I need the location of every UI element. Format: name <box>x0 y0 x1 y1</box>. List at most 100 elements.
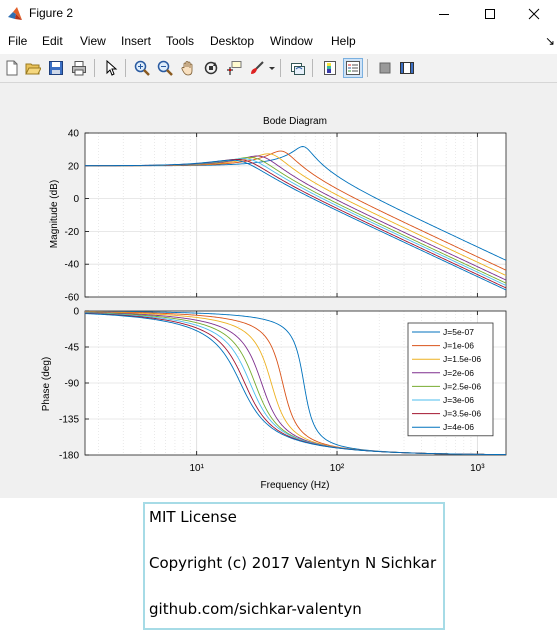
chevron-down-icon <box>269 67 275 70</box>
magnitude-axis-label: Magnitude (dB) <box>49 180 60 248</box>
insert-colorbar-button[interactable] <box>320 58 340 78</box>
license-title: MIT License <box>149 508 237 526</box>
legend-entry-label: J=5e-07 <box>443 327 474 337</box>
link-plot-icon <box>291 63 305 75</box>
legend-entry-label: J=1e-06 <box>443 341 474 351</box>
x-tick-label: 10¹ <box>189 463 204 474</box>
close-button[interactable] <box>511 0 557 28</box>
phase-axis-label: Phase (deg) <box>41 357 52 411</box>
toolbar-separator <box>94 59 95 77</box>
data-cursor-icon <box>227 61 242 75</box>
menu-help[interactable]: Help <box>331 34 356 48</box>
magnitude-series-line <box>85 159 506 291</box>
new-figure-icon <box>6 60 18 76</box>
phase-y-tick-label: 0 <box>73 307 79 318</box>
zoom-out-button[interactable] <box>155 58 175 78</box>
menu-view[interactable]: View <box>80 34 106 48</box>
legend-entry-label: J=1.5e-06 <box>443 354 481 364</box>
menu-file[interactable]: File <box>8 34 28 48</box>
menu-window[interactable]: Window <box>270 34 313 48</box>
magnitude-curves <box>85 146 506 291</box>
bode-chart[interactable]: Bode Diagram 40 20 0 -20 -40 -60 0 -45 -90 -135 -… <box>0 83 557 498</box>
license-panel: MIT License Copyright (c) 2017 Valentyn … <box>143 502 445 630</box>
insert-legend-button[interactable] <box>343 58 363 78</box>
pointer-icon <box>106 60 118 76</box>
window-title: Figure 2 <box>29 6 74 20</box>
print-button[interactable] <box>69 58 89 78</box>
menu-edit[interactable]: Edit <box>42 34 63 48</box>
magnitude-y-tick-label: 40 <box>68 129 80 140</box>
hide-plot-tools-icon <box>379 62 391 74</box>
hide-plot-tools-button[interactable] <box>375 58 395 78</box>
menu-desktop[interactable]: Desktop <box>210 34 255 48</box>
legend-entry-label: J=4e-06 <box>443 422 474 432</box>
license-url: github.com/sichkar-valentyn <box>149 600 362 618</box>
x-axis-label: Frequency (Hz) <box>261 480 330 491</box>
license-copyright: Copyright (c) 2017 Valentyn N Sichkar <box>149 554 437 572</box>
new-figure-button[interactable] <box>2 58 22 78</box>
show-plot-tools-button[interactable] <box>397 58 417 78</box>
phase-axes-frame <box>84 310 507 456</box>
magnitude-y-tick-label: 20 <box>68 161 80 172</box>
menu-bar: File Edit View Insert Tools Desktop Wind… <box>0 30 557 52</box>
magnitude-axes: 40 20 0 -20 -40 -60 <box>65 129 507 304</box>
pan-hand-icon <box>181 61 193 76</box>
phase-y-tick-label: -45 <box>65 343 80 354</box>
menu-overflow-arrow-icon[interactable]: ↘ <box>544 34 555 48</box>
pan-button[interactable] <box>178 58 198 78</box>
phase-curves <box>85 311 506 455</box>
brush-dropdown-button[interactable] <box>262 58 282 78</box>
maximize-button[interactable] <box>467 0 513 28</box>
pointer-button[interactable] <box>101 58 121 78</box>
save-button[interactable] <box>46 58 66 78</box>
matlab-logo-icon <box>8 7 22 20</box>
legend-icon <box>346 61 360 75</box>
link-plot-button[interactable] <box>288 58 308 78</box>
figure-toolbar <box>0 54 557 83</box>
toolbar-separator <box>367 59 368 77</box>
legend-box <box>407 322 494 437</box>
save-icon <box>49 61 63 75</box>
open-file-icon <box>25 63 41 75</box>
legend-entry-label: J=3.5e-06 <box>443 409 481 419</box>
rotate-3d-icon <box>204 61 218 75</box>
brush-icon <box>251 61 264 74</box>
zoom-in-button[interactable] <box>132 58 152 78</box>
title-bar: Figure 2 <box>0 0 557 28</box>
figure-canvas: Bode Diagram 40 20 0 -20 -40 -60 0 -45 -90 -135 -… <box>0 83 557 498</box>
chart-legend[interactable]: J=5e-07 J=1e-06 J=1.5e-06 J=2e-06 J=2.5e-06 J… <box>407 322 494 437</box>
magnitude-y-tick-label: -60 <box>65 293 80 304</box>
colorbar-icon <box>324 61 336 75</box>
menu-tools[interactable]: Tools <box>166 34 195 48</box>
toolbar-separator <box>280 59 281 77</box>
toolbar-separator <box>125 59 126 77</box>
open-file-button[interactable] <box>23 58 43 78</box>
x-tick-label: 10³ <box>470 463 485 474</box>
magnitude-y-tick-label: -40 <box>65 260 80 271</box>
minimize-button[interactable] <box>421 0 467 28</box>
x-tick-label: 10² <box>330 463 345 474</box>
rotate-3d-button[interactable] <box>201 58 221 78</box>
magnitude-axes-frame <box>84 132 507 298</box>
show-plot-tools-icon <box>400 62 414 74</box>
legend-entry-label: J=3e-06 <box>443 395 474 405</box>
print-icon <box>72 61 86 76</box>
magnitude-y-tick-label: -20 <box>65 227 80 238</box>
magnitude-plot-background <box>85 133 506 297</box>
phase-y-tick-label: -135 <box>59 415 79 426</box>
phase-series-line <box>85 313 506 455</box>
legend-entry-label: J=2e-06 <box>443 368 474 378</box>
toolbar-separator <box>312 59 313 77</box>
data-cursor-button[interactable] <box>224 58 244 78</box>
zoom-out-icon <box>157 60 173 76</box>
phase-y-tick-label: -90 <box>65 379 80 390</box>
maximize-icon <box>485 9 495 19</box>
minimize-icon <box>439 14 449 15</box>
close-icon <box>528 8 540 20</box>
brush-button[interactable] <box>247 58 267 78</box>
menu-insert[interactable]: Insert <box>121 34 152 48</box>
phase-y-tick-label: -180 <box>59 451 79 462</box>
legend-entry-label: J=2.5e-06 <box>443 381 481 391</box>
zoom-in-icon <box>134 60 150 76</box>
magnitude-y-tick-label: 0 <box>73 194 79 205</box>
